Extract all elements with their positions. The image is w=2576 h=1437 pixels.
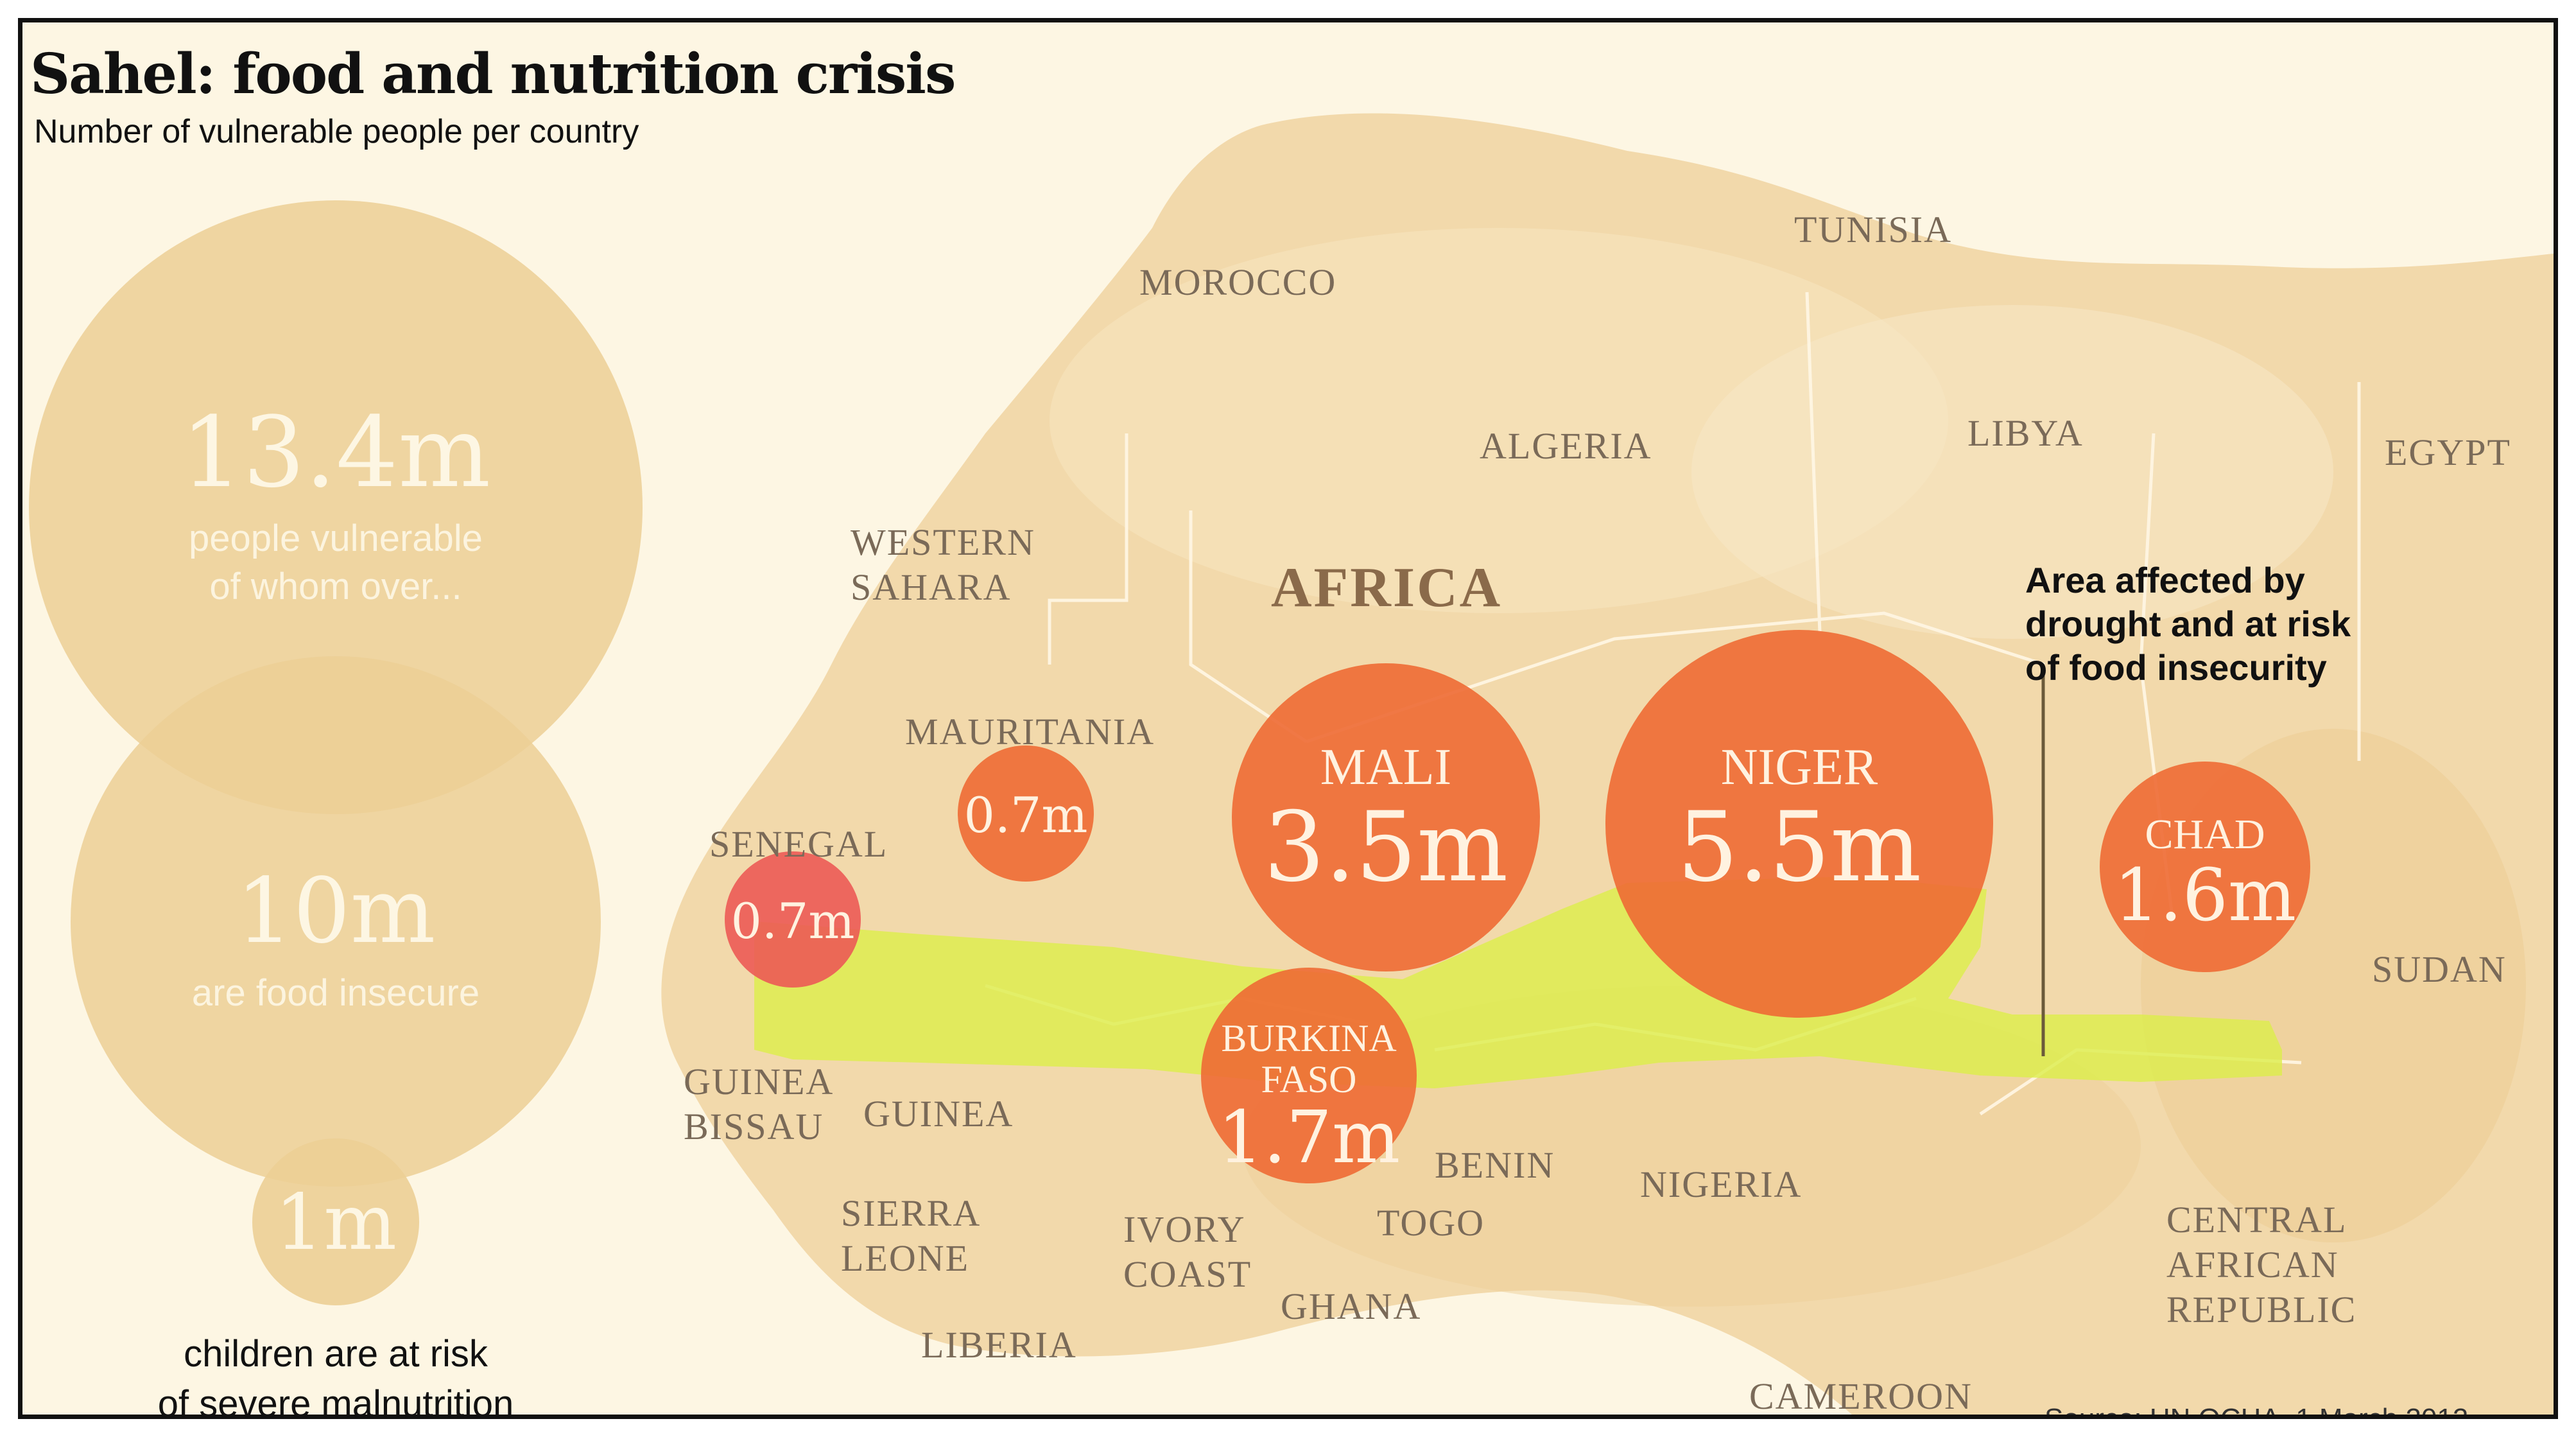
sahel-map (22, 22, 2554, 1415)
continent-label-africa: AFRICA (1271, 557, 1503, 619)
bubble-chad-value: 1.6m (2113, 854, 2297, 937)
legend-total-label-2: of whom over... (209, 566, 462, 607)
chart-title: Sahel: food and nutrition crisis (30, 42, 956, 107)
legend-total-value: 13.4m (180, 396, 491, 509)
bubble-senegal[interactable] (725, 851, 861, 988)
country-label-nigeria: NIGERIA (1640, 1163, 1802, 1205)
map-graphic: Sahel: food and nutrition crisis Number … (18, 18, 2558, 1419)
country-label-car-1: CENTRAL (2166, 1199, 2347, 1241)
legend-children-label-1: children are at risk (184, 1333, 488, 1375)
legend-children-label-2: of severe malnutrition (157, 1383, 514, 1419)
country-label-egypt: EGYPT (2385, 431, 2511, 473)
bubble-chad[interactable] (2100, 762, 2310, 972)
drought-note-line-1: Area affected by (2025, 560, 2305, 600)
country-label-ivory-coast-2: COAST (1123, 1253, 1252, 1295)
country-label-ghana: GHANA (1281, 1285, 1422, 1327)
country-label-guinea: GUINEA (863, 1093, 1014, 1135)
legend-circles (29, 200, 643, 1305)
country-label-benin: BENIN (1435, 1144, 1555, 1186)
country-label-sierra-leone-2: LEONE (841, 1237, 970, 1279)
drought-note-line-2: drought and at risk (2025, 604, 2351, 644)
bubble-niger-name: NIGER (1720, 739, 1878, 796)
legend-circle-total (29, 200, 643, 814)
country-label-cameroon: CAMEROON (1749, 1375, 1973, 1417)
country-label-car-3: REPUBLIC (2166, 1289, 2357, 1330)
country-label-libya: LIBYA (1967, 412, 2084, 454)
country-label-sierra-leone-1: SIERRA (841, 1192, 981, 1234)
source-credit: Source: UN OCHA, 1 March 2012 (2044, 1403, 2469, 1419)
chart-subtitle: Number of vulnerable people per country (34, 113, 639, 150)
bubble-mali-value: 3.5m (1263, 792, 1508, 903)
country-label-western-sahara-1: WESTERN (851, 521, 1035, 563)
bubble-chad-name: CHAD (2145, 811, 2265, 858)
legend-circle-children (252, 1138, 419, 1305)
bubble-burkina-faso-name-1: BURKINA (1221, 1017, 1397, 1059)
bubble-burkina-faso[interactable] (1201, 968, 1417, 1183)
bubble-senegal-value: 0.7m (730, 893, 855, 950)
country-label-ivory-coast-1: IVORY (1123, 1208, 1246, 1250)
legend-total-label-1: people vulnerable (189, 518, 483, 559)
country-label-algeria: ALGERIA (1480, 425, 1652, 467)
country-label-senegal: SENEGAL (709, 823, 888, 865)
bubble-niger[interactable] (1605, 630, 1993, 1018)
country-label-mauritania: MAURITANIA (905, 711, 1155, 753)
legend-children-value: 1m (274, 1178, 397, 1267)
bubble-niger-value: 5.5m (1677, 792, 1922, 903)
country-label-morocco: MOROCCO (1139, 261, 1337, 303)
country-label-guinea-bissau-1: GUINEA (684, 1061, 834, 1102)
bubble-burkina-faso-value: 1.7m (1217, 1096, 1401, 1180)
desert-texture (1691, 305, 2333, 639)
bubble-mali[interactable] (1232, 663, 1540, 971)
legend-food-insecure-label: are food insecure (191, 972, 480, 1014)
bubble-burkina-faso-name-2: FASO (1261, 1058, 1357, 1101)
drought-note-line-3: of food insecurity (2025, 647, 2327, 688)
bubble-mauritania[interactable] (958, 745, 1094, 882)
country-bubbles (725, 630, 2310, 1183)
legend-food-insecure-value: 10m (236, 859, 436, 964)
legend-circle-food-insecure (71, 656, 601, 1187)
country-label-togo: TOGO (1377, 1202, 1485, 1244)
country-label-sudan: SUDAN (2372, 948, 2507, 990)
bubble-mali-name: MALI (1320, 739, 1452, 796)
country-label-car-2: AFRICAN (2166, 1244, 2339, 1285)
country-label-guinea-bissau-2: BISSAU (684, 1106, 824, 1147)
country-label-tunisia: TUNISIA (1794, 209, 1952, 250)
country-label-western-sahara-2: SAHARA (851, 566, 1012, 608)
bubble-mauritania-value: 0.7m (964, 787, 1088, 844)
country-label-liberia: LIBERIA (921, 1324, 1077, 1366)
